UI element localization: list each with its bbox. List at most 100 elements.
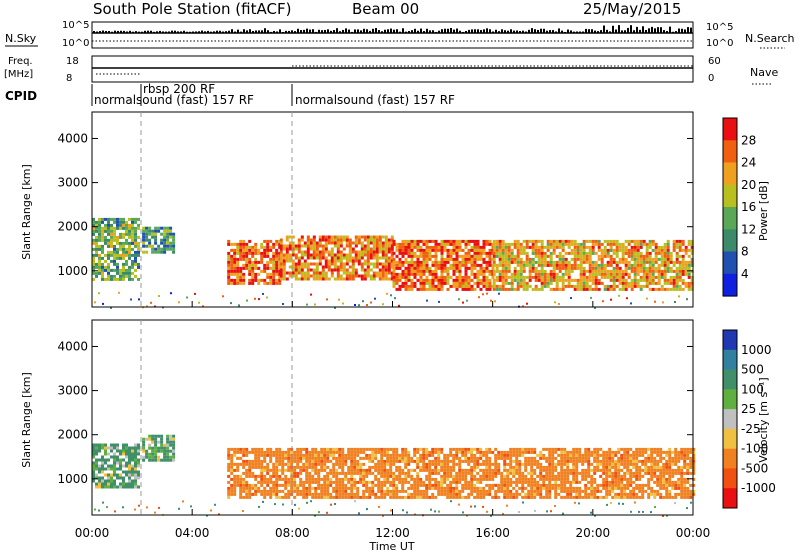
heatmap-cell <box>95 235 98 239</box>
heatmap-cell <box>597 287 601 291</box>
heatmap-cell <box>122 476 125 480</box>
heatmap-cell <box>148 437 152 441</box>
heatmap-cell <box>597 266 601 270</box>
heatmap-cell <box>227 468 231 472</box>
heatmap-cell <box>467 459 471 463</box>
heatmap-cell <box>452 269 456 273</box>
noise-spike <box>120 30 122 33</box>
heatmap-cell <box>128 265 131 269</box>
heatmap-cell <box>107 256 110 260</box>
heatmap-cell <box>647 477 651 481</box>
heatmap-cell <box>560 459 564 463</box>
heatmap-cell <box>594 278 598 282</box>
noise-spike <box>162 31 164 33</box>
heatmap-cell <box>434 242 438 246</box>
heatmap-cell <box>389 492 393 496</box>
heatmap-cell <box>578 495 582 499</box>
heatmap-cell <box>413 480 417 484</box>
heatmap-cell <box>452 465 456 469</box>
heatmap-cell <box>645 248 649 252</box>
heatmap-cell <box>142 232 146 236</box>
heatmap-cell <box>290 468 294 472</box>
heatmap-cell <box>542 456 546 460</box>
heatmap-cell <box>671 486 675 490</box>
heatmap-cell <box>632 459 636 463</box>
heatmap-cell <box>488 284 492 288</box>
heatmap-cell <box>395 453 399 457</box>
heatmap-cell <box>531 239 535 243</box>
heatmap-cell <box>347 480 351 484</box>
heatmap-cell <box>122 443 125 447</box>
heatmap-cell <box>384 268 388 272</box>
heatmap-cell <box>473 248 477 252</box>
heatmap-cell <box>395 242 399 246</box>
heatmap-cell <box>407 239 411 243</box>
heatmap-cell <box>233 453 237 457</box>
heatmap-cell <box>572 471 576 475</box>
heatmap-cell <box>279 265 283 269</box>
heatmap-cell <box>683 465 687 469</box>
noise-spike <box>291 30 293 33</box>
heatmap-cell <box>602 471 606 475</box>
heatmap-cell <box>563 474 567 478</box>
heatmap-cell <box>533 462 537 466</box>
heatmap-cell <box>458 447 462 451</box>
heatmap-cell <box>650 447 654 451</box>
heatmap-cell <box>407 287 411 291</box>
heatmap-cell <box>236 275 240 279</box>
heatmap-cell <box>101 220 104 224</box>
heatmap-cell <box>260 465 264 469</box>
heatmap-cell <box>419 281 423 285</box>
heatmap-cell <box>422 462 426 466</box>
heatmap-cell <box>404 242 408 246</box>
heatmap-cell <box>488 251 492 255</box>
heatmap-cell <box>95 241 98 245</box>
heatmap-cell <box>348 247 352 251</box>
heatmap-cell <box>455 483 459 487</box>
heatmap-cell <box>458 468 462 472</box>
heatmap-cell <box>110 259 113 263</box>
cpid-panel: CPID normalsound (fast) 157 RF rbsp 200 … <box>5 82 455 107</box>
heatmap-cell <box>336 274 340 278</box>
heatmap-cell <box>413 284 417 288</box>
heatmap-cell <box>422 453 426 457</box>
heatmap-cell <box>119 464 122 468</box>
heatmap-cell <box>639 242 643 246</box>
heatmap-cell <box>597 242 601 246</box>
heatmap-cell <box>293 495 297 499</box>
heatmap-cell <box>440 260 444 264</box>
heatmap-cell <box>650 459 654 463</box>
heatmap-cell <box>392 263 396 267</box>
heatmap-cell <box>394 297 396 300</box>
heatmap-cell <box>160 241 164 245</box>
heatmap-cell <box>488 450 492 454</box>
heatmap-cell <box>543 251 547 255</box>
heatmap-cell <box>611 450 615 454</box>
heatmap-cell <box>555 287 559 291</box>
heatmap-cell <box>356 486 360 490</box>
heatmap-cell <box>642 284 646 288</box>
heatmap-cell <box>372 250 376 254</box>
heatmap-cell <box>384 244 388 248</box>
heatmap-cell <box>359 471 363 475</box>
heatmap-cell <box>434 480 438 484</box>
heatmap-cell <box>611 456 615 460</box>
heatmap-cell <box>464 450 468 454</box>
heatmap-cell <box>492 281 496 285</box>
heatmap-cell <box>591 278 595 282</box>
heatmap-cell <box>546 263 550 267</box>
heatmap-cell <box>681 260 685 264</box>
heatmap-cell <box>455 275 459 279</box>
noise-spike <box>108 30 110 33</box>
heatmap-cell <box>648 242 652 246</box>
heatmap-cell <box>172 434 176 438</box>
heatmap-cell <box>137 452 140 456</box>
heatmap-cell <box>563 453 567 457</box>
heatmap-cell <box>479 456 483 460</box>
heatmap-cell <box>455 480 459 484</box>
freq-nave-panel: Freq. [MHz] 18 8 60 0 Nave <box>4 55 778 85</box>
heatmap-cell <box>579 260 583 264</box>
heatmap-cell <box>314 492 318 496</box>
heatmap-cell <box>645 281 649 285</box>
heatmap-cell <box>624 245 628 249</box>
